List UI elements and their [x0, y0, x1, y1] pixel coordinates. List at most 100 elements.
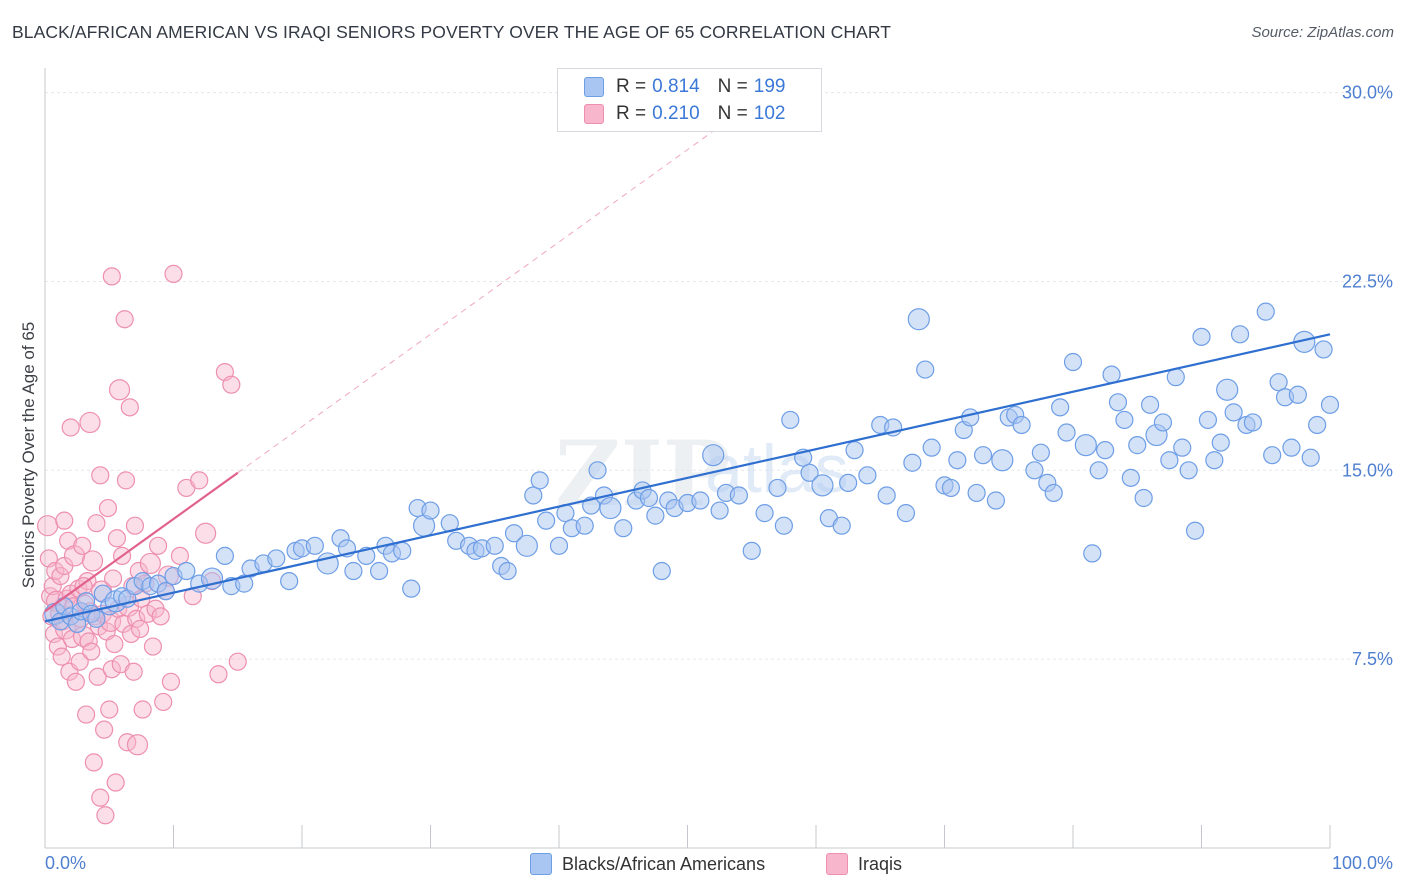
data-point-blacks: [1282, 438, 1301, 457]
data-point-blacks: [498, 561, 517, 581]
data-point-blacks: [530, 471, 549, 490]
data-point-iraqis: [107, 529, 127, 548]
data-point-blacks: [941, 478, 961, 498]
data-point-blacks: [1243, 413, 1263, 432]
data-point-blacks: [774, 516, 793, 535]
data-point-blacks: [1140, 395, 1160, 414]
data-point-blacks: [549, 536, 569, 555]
data-point-iraqis: [126, 734, 149, 756]
legend-row-iraqis: R = 0.210 N = 102: [584, 101, 785, 127]
data-point-blacks: [1301, 448, 1320, 467]
y-tick-label: 30.0%: [1342, 83, 1393, 103]
data-point-blacks: [537, 511, 556, 530]
data-point-blacks: [1179, 461, 1198, 480]
data-point-iraqis: [130, 619, 150, 639]
data-point-iraqis: [52, 647, 71, 666]
data-point-blacks: [485, 536, 504, 555]
data-point-iraqis: [151, 607, 170, 626]
data-point-iraqis: [228, 652, 247, 671]
y-tick-label: 15.0%: [1342, 460, 1393, 480]
iraqis-points: [36, 264, 247, 825]
data-point-blacks: [1083, 544, 1102, 563]
data-point-blacks: [1128, 436, 1147, 455]
data-point-iraqis: [105, 634, 124, 654]
data-point-blacks: [1012, 415, 1031, 435]
gridlines: [45, 92, 1395, 660]
data-point-blacks: [280, 571, 299, 591]
data-point-iraqis: [108, 379, 131, 401]
data-point-blacks: [1108, 393, 1128, 412]
data-point-blacks: [646, 506, 665, 525]
data-point-blacks: [1160, 451, 1179, 470]
bottom-legend-label-iraqis: Iraqis: [858, 853, 903, 874]
data-point-blacks: [504, 524, 524, 543]
y-tick-label: 22.5%: [1342, 271, 1393, 291]
y-tick-label: 7.5%: [1352, 649, 1393, 669]
data-point-blacks: [729, 486, 749, 505]
data-point-iraqis: [120, 398, 139, 417]
data-point-blacks: [1074, 434, 1097, 457]
data-point-iraqis: [36, 515, 59, 537]
data-point-iraqis: [51, 566, 70, 586]
data-point-blacks: [1102, 365, 1121, 384]
data-point-iraqis: [148, 536, 168, 555]
x-tick-label: 0.0%: [45, 853, 86, 873]
data-point-blacks: [896, 504, 916, 523]
data-point-iraqis: [209, 665, 228, 684]
data-point-blacks: [524, 486, 543, 505]
data-point-iraqis: [98, 498, 118, 518]
data-point-blacks: [1057, 423, 1076, 442]
data-point-blacks: [710, 501, 729, 520]
data-point-iraqis: [91, 466, 110, 485]
data-point-blacks: [316, 552, 339, 575]
data-point-blacks: [344, 561, 363, 581]
data-point-blacks: [1115, 410, 1134, 430]
data-point-iraqis: [81, 550, 104, 572]
data-point-iraqis: [66, 672, 85, 691]
data-point-blacks: [1205, 451, 1224, 470]
data-point-blacks: [267, 549, 286, 568]
legend-r-value: 0.210: [652, 103, 700, 124]
data-point-blacks: [742, 541, 761, 560]
data-point-blacks: [755, 504, 774, 523]
legend-n-value: 102: [753, 103, 786, 124]
data-point-blacks: [1230, 325, 1250, 344]
data-point-blacks: [235, 574, 254, 593]
x-tick-label: 100.0%: [1332, 853, 1393, 873]
data-point-blacks: [781, 410, 800, 430]
data-point-iraqis: [88, 667, 107, 686]
source-label: Source: ZipAtlas.com: [1251, 24, 1394, 41]
data-point-iraqis: [125, 516, 145, 535]
trend-lines: [44, 92, 1331, 623]
legend-row-blacks: R = 0.814 N = 199: [584, 74, 785, 100]
data-point-blacks: [768, 478, 787, 498]
bottom-legend-swatch-pink: [826, 853, 848, 875]
data-point-blacks: [1198, 410, 1218, 430]
data-point-blacks: [87, 609, 106, 628]
chart-title: BLACK/AFRICAN AMERICAN VS IRAQI SENIORS …: [12, 22, 892, 42]
bottom-legend-iraqis: Iraqis: [826, 851, 902, 877]
data-point-blacks: [1308, 415, 1327, 435]
data-point-blacks: [991, 449, 1014, 472]
data-point-blacks: [1134, 488, 1153, 508]
legend-r-value: 0.814: [652, 76, 700, 97]
data-point-blacks: [1216, 378, 1239, 401]
data-point-blacks: [1269, 373, 1288, 392]
legend-n-label: N =: [717, 103, 748, 124]
data-point-iraqis: [161, 672, 181, 691]
data-point-iraqis: [106, 773, 125, 792]
legend-n-value: 199: [753, 76, 786, 97]
data-point-iraqis: [154, 692, 173, 712]
data-point-blacks: [177, 561, 196, 581]
data-point-blacks: [922, 438, 941, 457]
data-point-iraqis: [133, 700, 152, 719]
data-point-blacks: [702, 444, 725, 467]
bottom-legend-swatch-blue: [530, 853, 552, 875]
data-point-iraqis: [84, 753, 103, 772]
data-point-blacks: [599, 496, 622, 520]
data-point-iraqis: [91, 788, 110, 807]
data-point-iraqis: [96, 806, 115, 825]
data-point-blacks: [421, 501, 440, 520]
data-point-iraqis: [82, 642, 101, 661]
